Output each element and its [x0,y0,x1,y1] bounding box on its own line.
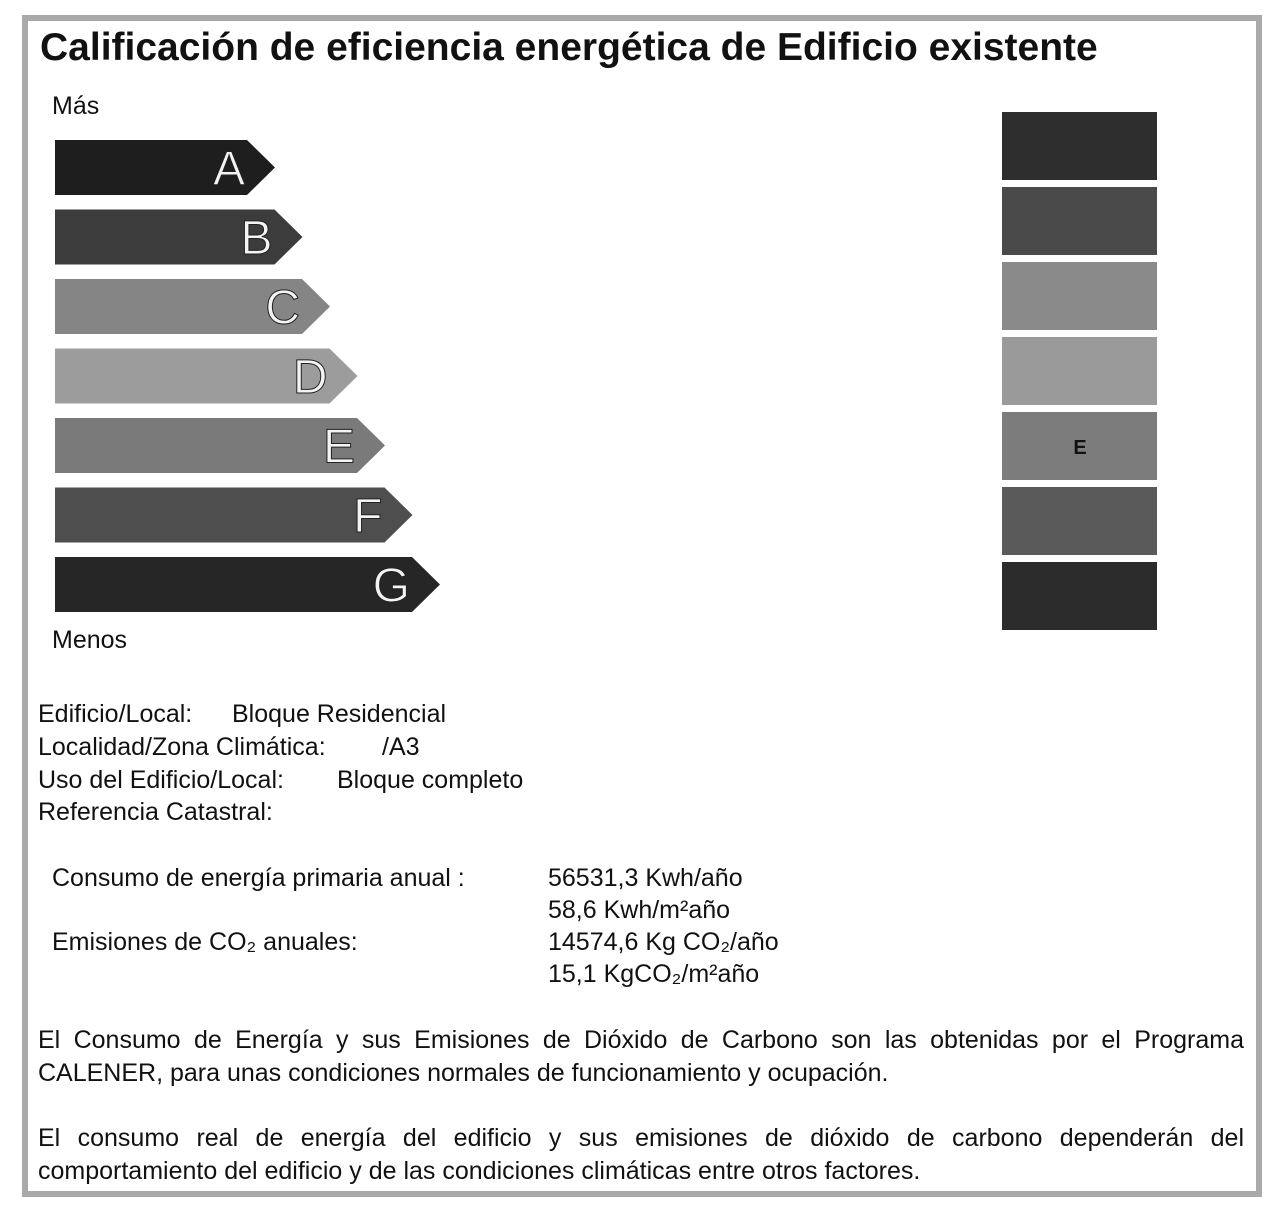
energy-value: 58,6 Kwh/m²año [548,896,731,924]
rating-box [1002,262,1157,330]
rating-letter: D [293,351,328,404]
rating-letter: F [353,490,382,543]
rating-bar [55,209,303,265]
info-label: Edificio/Local: [38,700,193,728]
scale-bottom: Menos [52,626,128,654]
info-value: Bloque Residencial [232,700,447,728]
rating-box [1002,412,1157,480]
rating-letter: C [265,282,300,335]
current-rating: E [1073,437,1086,459]
rating-bar [55,279,330,334]
frame [22,15,1262,1197]
info-value: Bloque completo [337,766,524,794]
info-label: Referencia Catastral: [38,798,273,826]
note: El consumo real de energía del edificio … [38,1124,1244,1185]
rating-box [1002,562,1157,630]
rating-letter: G [373,560,410,613]
rating-bar [55,557,440,612]
rating-bar [55,140,275,195]
rating-box [1002,337,1157,405]
rating-box [1002,112,1157,180]
rating-letter: A [213,143,245,196]
rating-box [1002,187,1157,255]
emissions-value: 15,1 KgCO₂/m²año [548,960,760,988]
rating-bar [55,348,358,404]
rating-letter: B [240,212,272,265]
emissions-label: Emisiones de CO₂ anuales: [52,928,358,956]
info-label: Uso del Edificio/Local: [38,766,284,794]
rating-bar [55,418,385,473]
info-label: Localidad/Zona Climática: [38,733,326,761]
rating-letter: E [323,421,355,474]
note: El Consumo de Energía y sus Emisiones de… [38,1026,1244,1087]
energy-value: 56531,3 Kwh/año [548,864,743,892]
emissions-value: 14574,6 Kg CO₂/año [548,928,779,956]
scale-top: Más [52,92,100,120]
title: Calificación de eficiencia energética de… [40,26,1098,69]
rating-box [1002,487,1157,555]
info-value: /A3 [382,733,420,761]
rating-bar [55,487,413,543]
energy-label: Consumo de energía primaria anual : [52,864,465,892]
